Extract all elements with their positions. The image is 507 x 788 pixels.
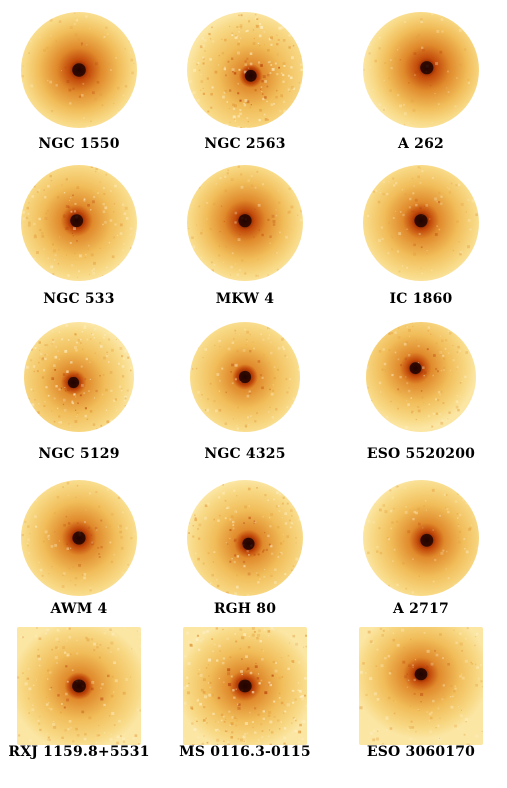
cluster-panel: AWM 4 [0, 0, 159, 788]
cluster-panel: NGC 533 [0, 0, 159, 788]
cluster-label: RGH 80 [213, 601, 277, 617]
cluster-panel: MS 0116.3-0115 [165, 0, 325, 788]
x-ray-image [359, 627, 483, 745]
cluster-panel: NGC 4325 [165, 0, 325, 788]
cluster-panel: A 262 [341, 0, 501, 788]
cluster-label: A 262 [398, 136, 444, 152]
cluster-panel: IC 1860 [341, 0, 501, 788]
cluster-label: AWM 4 [50, 601, 108, 617]
cluster-label: NGC 5129 [38, 446, 120, 462]
cluster-panel: MKW 4 [165, 0, 325, 788]
x-ray-image [21, 165, 137, 281]
x-ray-image [363, 480, 479, 596]
cluster-panel: ESO 5520200 [341, 0, 501, 788]
x-ray-image [363, 165, 479, 281]
cluster-label: IC 1860 [389, 291, 453, 307]
cluster-label: NGC 533 [43, 291, 115, 307]
cluster-label: NGC 1550 [38, 136, 120, 152]
cluster-label: MS 0116.3-0115 [179, 744, 311, 760]
cluster-label: ESO 3060170 [366, 744, 476, 760]
x-ray-image [366, 322, 476, 432]
cluster-panel: RXJ 1159.8+5531 [0, 0, 159, 788]
x-ray-image [363, 12, 479, 128]
x-ray-image [17, 627, 141, 745]
cluster-label: ESO 5520200 [366, 446, 476, 462]
x-ray-image [21, 12, 137, 128]
cluster-panel: RGH 80 [165, 0, 325, 788]
cluster-panel: NGC 2563 [165, 0, 325, 788]
x-ray-image [24, 322, 134, 432]
x-ray-image [21, 480, 137, 596]
cluster-label: NGC 2563 [204, 136, 286, 152]
x-ray-image [187, 480, 303, 596]
cluster-panel: NGC 5129 [0, 0, 159, 788]
cluster-label: MKW 4 [215, 291, 275, 307]
cluster-panel: ESO 3060170 [341, 0, 501, 788]
x-ray-image [187, 165, 303, 281]
x-ray-image [187, 12, 303, 128]
cluster-panel: NGC 1550 [0, 0, 159, 788]
x-ray-image [183, 627, 307, 745]
cluster-panel: A 2717 [341, 0, 501, 788]
cluster-label: RXJ 1159.8+5531 [8, 744, 150, 760]
x-ray-image [190, 322, 300, 432]
cluster-label: NGC 4325 [204, 446, 286, 462]
cluster-label: A 2717 [393, 601, 449, 617]
